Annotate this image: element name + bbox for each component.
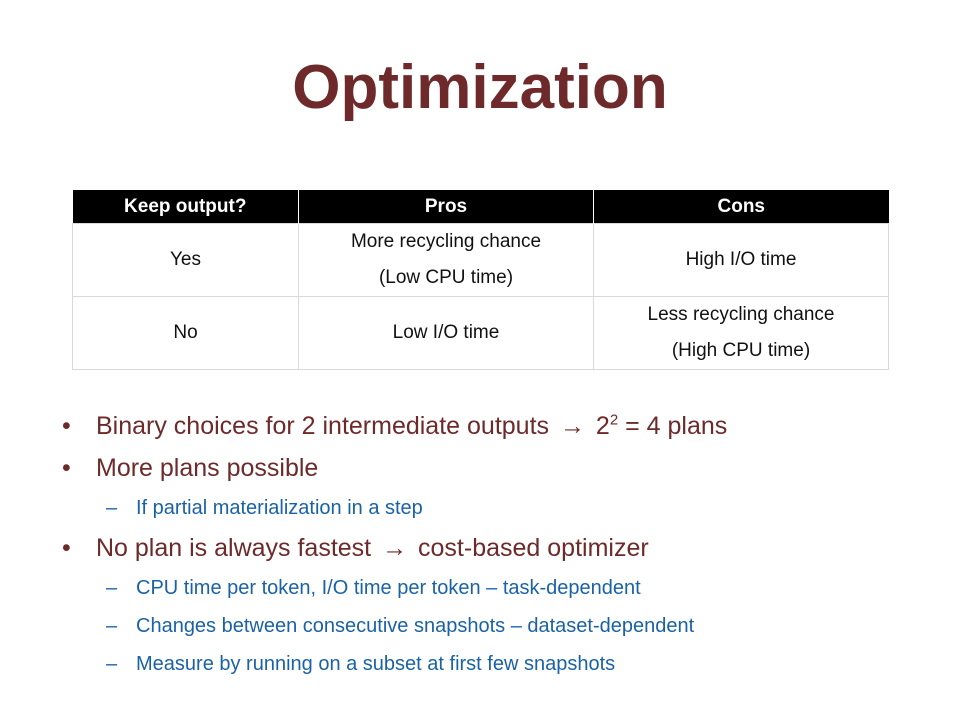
right-arrow-icon: → bbox=[382, 534, 408, 562]
slide-title: Optimization bbox=[292, 53, 668, 122]
header-pros: Pros bbox=[298, 190, 594, 224]
cell-line: Less recycling chance bbox=[647, 304, 835, 325]
bullet-text: Binary choices for 2 intermediate output… bbox=[96, 412, 550, 440]
bullet-text: More plans possible bbox=[96, 454, 319, 482]
cell-cons: High I/O time bbox=[593, 223, 889, 297]
cell-keep: No bbox=[72, 296, 299, 370]
power-exponent: 2 bbox=[609, 411, 619, 429]
dash-icon: – bbox=[106, 615, 118, 637]
cell-pros: Low I/O time bbox=[298, 296, 594, 370]
bullet-list: • Binary choices for 2 intermediate outp… bbox=[62, 405, 942, 683]
dash-icon: – bbox=[106, 577, 118, 599]
sub-bullet-item: – CPU time per token, I/O time per token… bbox=[62, 569, 942, 607]
bullet-dot-icon: • bbox=[62, 534, 71, 562]
power-base: 2 bbox=[595, 412, 610, 440]
table-header-row: Keep output? Pros Cons bbox=[72, 190, 889, 224]
cell-line: Low I/O time bbox=[392, 322, 500, 343]
cell-pros: More recycling chance (Low CPU time) bbox=[298, 223, 594, 297]
cell-cons: Less recycling chance (High CPU time) bbox=[593, 296, 889, 370]
cell-line: (High CPU time) bbox=[671, 340, 811, 361]
header-cons: Cons bbox=[593, 190, 889, 224]
cell-line: More recycling chance bbox=[350, 231, 542, 252]
sub-bullet-text: CPU time per token, I/O time per token –… bbox=[136, 577, 641, 599]
cell-keep: Yes bbox=[72, 223, 299, 297]
bullet-item-no-plan-fastest: • No plan is always fastest → cost-based… bbox=[62, 527, 942, 569]
bullet-text-result: = 4 plans bbox=[625, 412, 728, 440]
table-row: Yes More recycling chance (Low CPU time)… bbox=[72, 223, 889, 297]
header-keep-output: Keep output? bbox=[72, 190, 299, 224]
sub-bullet-item: – If partial materialization in a step bbox=[62, 489, 942, 527]
sub-bullet-text: Changes between consecutive snapshots – … bbox=[136, 615, 695, 637]
bullet-item-binary-choices: • Binary choices for 2 intermediate outp… bbox=[62, 405, 942, 447]
pros-cons-table: Keep output? Pros Cons Yes More recyclin… bbox=[72, 190, 889, 370]
sub-bullet-text: If partial materialization in a step bbox=[136, 497, 423, 519]
bullet-item-more-plans: • More plans possible bbox=[62, 447, 942, 489]
sub-bullet-item: – Changes between consecutive snapshots … bbox=[62, 607, 942, 645]
cell-line: (Low CPU time) bbox=[378, 267, 514, 288]
dash-icon: – bbox=[106, 653, 118, 675]
bullet-text: No plan is always fastest bbox=[96, 534, 372, 562]
bullet-text-result: cost-based optimizer bbox=[418, 534, 649, 562]
sub-bullet-item: – Measure by running on a subset at firs… bbox=[62, 645, 942, 683]
sub-bullet-text: Measure by running on a subset at first … bbox=[136, 653, 616, 675]
bullet-dot-icon: • bbox=[62, 412, 71, 440]
right-arrow-icon: → bbox=[559, 412, 585, 440]
cell-line: High I/O time bbox=[685, 249, 797, 270]
table-row: No Low I/O time Less recycling chance (H… bbox=[72, 296, 889, 370]
dash-icon: – bbox=[106, 497, 118, 519]
bullet-dot-icon: • bbox=[62, 454, 71, 482]
